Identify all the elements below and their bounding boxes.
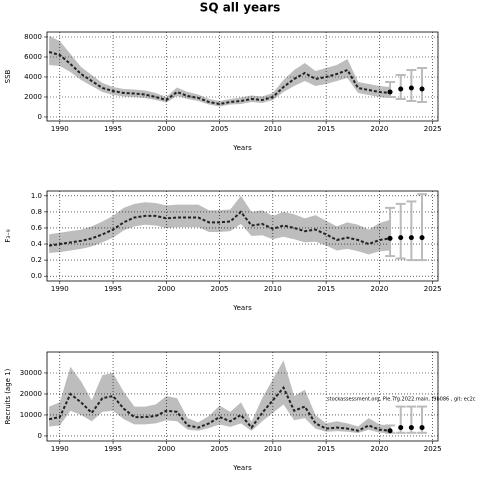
forecast-point [398, 86, 404, 92]
x-tick-label: 2015 [317, 445, 335, 453]
x-tick-label: 1990 [51, 445, 69, 453]
x-tick-label: 1990 [51, 285, 69, 293]
x-tick-label: 2015 [317, 125, 335, 133]
forecast-point [387, 428, 393, 434]
y-tick-label: 4000 [24, 73, 42, 81]
x-axis-label: Years [232, 464, 252, 472]
y-tick-label: 30000 [20, 369, 42, 377]
y-tick-label: 0.2 [31, 256, 42, 264]
x-tick-label: 2025 [424, 125, 442, 133]
y-tick-label: 0.6 [31, 224, 43, 232]
forecast-point [387, 235, 393, 241]
confidence-band [49, 36, 391, 107]
y-tick-label: 2000 [24, 93, 42, 101]
x-tick-label: 2005 [211, 285, 229, 293]
forecast-point [408, 235, 414, 241]
y-tick-label: 0 [38, 432, 42, 440]
y-tick-label: 0.8 [31, 208, 42, 216]
estimate-line [48, 385, 391, 432]
forecast-point [387, 89, 393, 95]
x-tick-label: 1995 [104, 285, 122, 293]
y-tick-label: 0.4 [31, 240, 43, 248]
x-tick-label: 2000 [157, 125, 175, 133]
confidence-band [49, 195, 391, 255]
y-tick-label: 10000 [20, 411, 42, 419]
forecast-point [398, 425, 404, 431]
x-tick-label: 2025 [424, 285, 442, 293]
plot-frame [46, 190, 439, 282]
x-tick-label: 2005 [211, 125, 229, 133]
x-tick-label: 2000 [157, 445, 175, 453]
x-tick-label: 2020 [370, 445, 388, 453]
x-tick-label: 2000 [157, 285, 175, 293]
x-tick-label: 1995 [104, 445, 122, 453]
x-axis-label: Years [232, 304, 252, 312]
x-tick-label: 2020 [370, 125, 388, 133]
x-tick-label: 2010 [264, 125, 282, 133]
y-tick-label: 8000 [24, 33, 42, 41]
y-tick-label: 1.0 [31, 192, 42, 200]
x-tick-label: 2015 [317, 285, 335, 293]
x-axis-label: Years [232, 144, 252, 152]
x-tick-label: 2010 [264, 285, 282, 293]
forecast-point [419, 235, 425, 241]
x-tick-label: 1995 [104, 125, 122, 133]
forecast-point [408, 85, 414, 91]
forecast-point [419, 425, 425, 431]
y-tick-label: 20000 [20, 390, 42, 398]
chart-title: SQ all years [200, 1, 281, 15]
y-axis-label: SSB [4, 69, 12, 83]
plot-frame [46, 31, 439, 122]
plot-frame [46, 351, 439, 442]
x-tick-label: 2010 [264, 445, 282, 453]
y-axis-label: F₃₋₉ [4, 229, 12, 243]
x-tick-label: 2020 [370, 285, 388, 293]
annotation: stockassessment.org, Ple.7fg.2022.main, … [327, 397, 476, 403]
estimate-line [48, 51, 391, 106]
forecast-point [398, 235, 404, 241]
forecast-point [419, 86, 425, 92]
estimate-line [48, 210, 391, 247]
x-tick-label: 2005 [211, 445, 229, 453]
y-axis-label: Recruits (age 1) [4, 368, 12, 424]
x-tick-label: 1990 [51, 125, 69, 133]
y-tick-label: 6000 [24, 53, 42, 61]
x-tick-label: 2025 [424, 445, 442, 453]
y-tick-label: 0.0 [31, 272, 42, 280]
forecast-point [408, 425, 414, 431]
y-tick-label: 0 [38, 113, 42, 121]
